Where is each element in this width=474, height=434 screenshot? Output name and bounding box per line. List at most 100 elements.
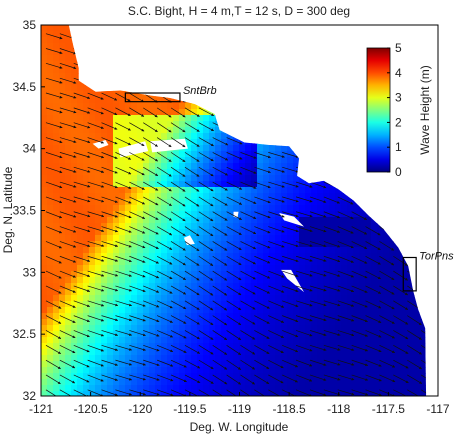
wave-arrow xyxy=(156,255,173,265)
wave-arrow xyxy=(226,181,243,190)
wave-arrow xyxy=(198,330,214,340)
wave-arrow xyxy=(240,359,256,370)
wave-arrow xyxy=(156,270,173,280)
wave-arrow xyxy=(379,315,395,324)
wave-arrow xyxy=(184,241,200,252)
wave-arrow xyxy=(379,270,395,281)
wave-arrow xyxy=(212,152,229,161)
wave-arrow xyxy=(45,255,62,264)
wave-arrow xyxy=(73,181,91,188)
wave-arrow xyxy=(87,137,104,144)
wave-arrow xyxy=(156,315,173,323)
wave-arrow xyxy=(156,344,174,353)
wave-arrow xyxy=(379,255,395,266)
wave-arrow xyxy=(365,374,382,382)
wave-arrow xyxy=(156,196,172,207)
wave-arrow xyxy=(198,255,214,266)
wave-arrow xyxy=(268,255,285,263)
wave-arrow xyxy=(226,359,241,370)
wave-arrow xyxy=(268,226,285,233)
wave-arrow xyxy=(156,166,172,177)
wave-arrow xyxy=(393,359,409,369)
wave-arrow xyxy=(59,181,77,188)
wave-arrow xyxy=(295,300,313,307)
wave-arrow xyxy=(115,122,131,131)
wave-arrow xyxy=(323,374,341,381)
wave-arrow xyxy=(337,211,354,220)
colorbar-ticks: 0 1 2 3 4 5 xyxy=(387,41,402,179)
wave-arrow xyxy=(101,270,119,277)
wave-arrow xyxy=(184,226,200,237)
wave-arrow xyxy=(170,315,187,324)
wave-arrow xyxy=(379,285,395,295)
wave-arrow xyxy=(393,270,408,281)
wave-arrow xyxy=(254,166,271,174)
wave-arrow xyxy=(115,152,132,160)
wave-arrow xyxy=(282,344,299,353)
wave-arrow xyxy=(59,241,77,248)
wave-arrow xyxy=(129,389,146,396)
wave-arrow xyxy=(101,255,119,262)
y-tick-label: 35 xyxy=(23,18,37,32)
wave-arrow xyxy=(184,270,200,281)
wave-arrow xyxy=(143,181,159,191)
wave-arrow xyxy=(309,255,327,262)
wave-arrow xyxy=(59,63,77,70)
wave-arrow xyxy=(45,77,63,84)
wave-arrow xyxy=(212,137,229,146)
wave-arrow xyxy=(101,374,118,381)
wave-arrow xyxy=(45,137,63,144)
wave-arrow xyxy=(170,211,186,222)
wave-arrow xyxy=(129,330,146,337)
wave-arrow xyxy=(115,285,132,292)
wave-arrow xyxy=(351,374,369,381)
wave-arrow xyxy=(101,330,119,337)
colorbar: 0 1 2 3 4 5 Wave Height (m) xyxy=(366,41,432,179)
wave-arrow xyxy=(282,211,299,218)
wave-arrow xyxy=(45,270,62,279)
wave-arrow xyxy=(156,181,172,192)
wave-arrow xyxy=(73,359,90,368)
wave-arrow xyxy=(240,196,257,204)
wave-arrow xyxy=(295,359,313,367)
wave-arrow xyxy=(268,211,285,218)
wave-arrow xyxy=(212,226,228,236)
wave-arrow xyxy=(115,107,131,117)
wave-arrow xyxy=(351,344,368,352)
wave-arrow xyxy=(407,359,423,370)
wave-arrow xyxy=(143,389,160,396)
wave-arrow xyxy=(309,196,327,203)
wave-arrow xyxy=(45,33,63,40)
wave-arrow xyxy=(282,315,299,323)
wave-arrow xyxy=(212,330,228,341)
wave-arrow xyxy=(59,211,77,218)
wave-arrow xyxy=(45,48,63,54)
wave-arrow xyxy=(170,285,187,295)
y-tick-label: 32.5 xyxy=(13,327,37,341)
wave-arrow xyxy=(45,166,63,174)
wave-arrow xyxy=(59,122,77,129)
wave-arrow xyxy=(129,152,145,161)
wave-arrow xyxy=(254,152,271,159)
wave-arrow xyxy=(73,152,91,158)
x-tick-label: -117.5 xyxy=(372,402,405,416)
wave-arrow xyxy=(282,270,299,277)
wave-arrow xyxy=(170,122,186,133)
wave-arrow xyxy=(59,48,77,55)
wave-arrow xyxy=(156,211,172,221)
wave-arrow xyxy=(226,255,242,266)
x-axis-ticks: -121 -120.5 -120 -119.5 -119 -118.5 -118 -117.5… xyxy=(29,392,450,416)
wave-arrow xyxy=(184,285,200,296)
wave-arrow xyxy=(59,315,76,323)
site-annotations: SntBrb TorPns xyxy=(124,85,454,292)
wave-arrow xyxy=(87,285,105,292)
wave-arrow xyxy=(212,211,228,221)
wave-arrow xyxy=(45,226,63,234)
wave-arrow xyxy=(379,374,396,383)
wave-arrow xyxy=(268,181,285,188)
wave-arrow xyxy=(73,107,91,114)
wave-arrow xyxy=(323,270,341,277)
wave-arrow xyxy=(73,137,91,144)
wave-arrow xyxy=(184,122,200,132)
annotation-box-SntBrb xyxy=(124,92,181,103)
